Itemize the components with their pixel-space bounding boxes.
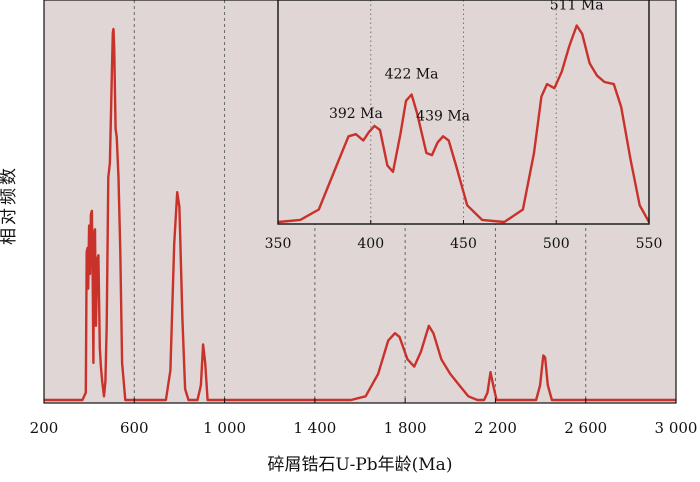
- inset-x-ticks: 350 400 450 500 550: [265, 220, 663, 252]
- main-tick-label-1: 600: [120, 419, 149, 437]
- peak-label-3: 511 Ma: [550, 0, 604, 14]
- inset-tick-label-2: 450: [450, 236, 477, 252]
- inset-tick-label-1: 400: [357, 236, 384, 252]
- y-axis-title: 相对频数: [0, 165, 19, 245]
- main-tick-label-0: 200: [30, 419, 59, 437]
- main-tick-label-6: 2 600: [564, 419, 607, 437]
- inset-tick-label-3: 500: [543, 236, 570, 252]
- inset-tick-label-4: 550: [636, 236, 663, 252]
- main-tick-label-3: 1 400: [293, 419, 336, 437]
- main-tick-label-2: 1 000: [203, 419, 246, 437]
- inset-frequency-curve: [277, 24, 651, 224]
- peak-label-2: 439 Ma: [416, 108, 470, 124]
- main-tick-label-4: 1 800: [384, 419, 427, 437]
- peak-annotations: 392 Ma 422 Ma 439 Ma 511 Ma: [329, 0, 604, 124]
- peak-label-1: 422 Ma: [385, 67, 439, 83]
- peak-label-0: 392 Ma: [329, 106, 383, 122]
- main-tick-label-5: 2 200: [474, 419, 517, 437]
- main-plot-frame: [43, 0, 677, 404]
- inset-tick-label-0: 350: [265, 236, 292, 252]
- main-tick-label-7: 3 000: [655, 419, 698, 437]
- inset-grid: [370, 0, 557, 224]
- x-axis-title: 碎屑锆石U-Pb年龄(Ma): [268, 455, 453, 475]
- main-x-ticks: 200 600 1 000 1 400 1 800 2 200 2 600 3 000: [30, 398, 698, 437]
- main-frequency-curve: [44, 27, 676, 402]
